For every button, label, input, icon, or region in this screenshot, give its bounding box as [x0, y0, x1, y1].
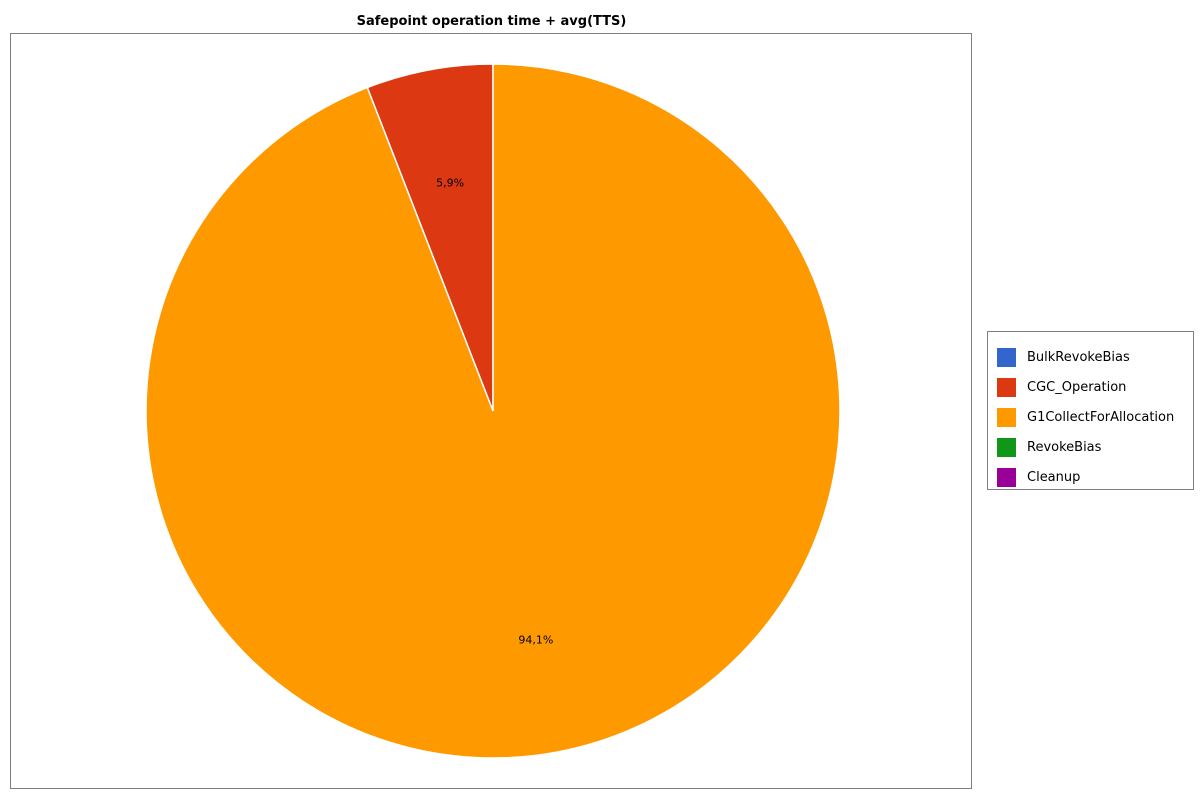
slice-value-label: 94,1% [518, 634, 553, 647]
pie-chart: 5,9% 94,1% [145, 63, 841, 759]
legend: BulkRevokeBias CGC_Operation G1CollectFo… [987, 331, 1194, 490]
legend-swatch [997, 437, 1016, 457]
legend-label: Cleanup [1027, 469, 1081, 485]
legend-label: RevokeBias [1027, 439, 1102, 455]
legend-swatch [997, 467, 1016, 487]
plot-area: 5,9% 94,1% [10, 33, 972, 789]
legend-swatch [997, 377, 1016, 397]
chart-title: Safepoint operation time + avg(TTS) [356, 14, 627, 29]
legend-label: CGC_Operation [1027, 379, 1127, 395]
legend-label: G1CollectForAllocation [1027, 409, 1175, 425]
legend-item: BulkRevokeBias [988, 342, 1193, 372]
pie-slice-cgc-operation [366, 63, 494, 412]
legend-item: RevokeBias [988, 432, 1193, 462]
legend-item: CGC_Operation [988, 372, 1193, 402]
legend-swatch [997, 407, 1016, 427]
legend-item: G1CollectForAllocation [988, 402, 1193, 432]
legend-label: BulkRevokeBias [1027, 349, 1130, 365]
legend-swatch [997, 347, 1016, 367]
pie-slice-g1collectforallocation [145, 63, 841, 759]
legend-item: Cleanup [988, 462, 1193, 492]
slice-value-label: 5,9% [436, 176, 464, 189]
